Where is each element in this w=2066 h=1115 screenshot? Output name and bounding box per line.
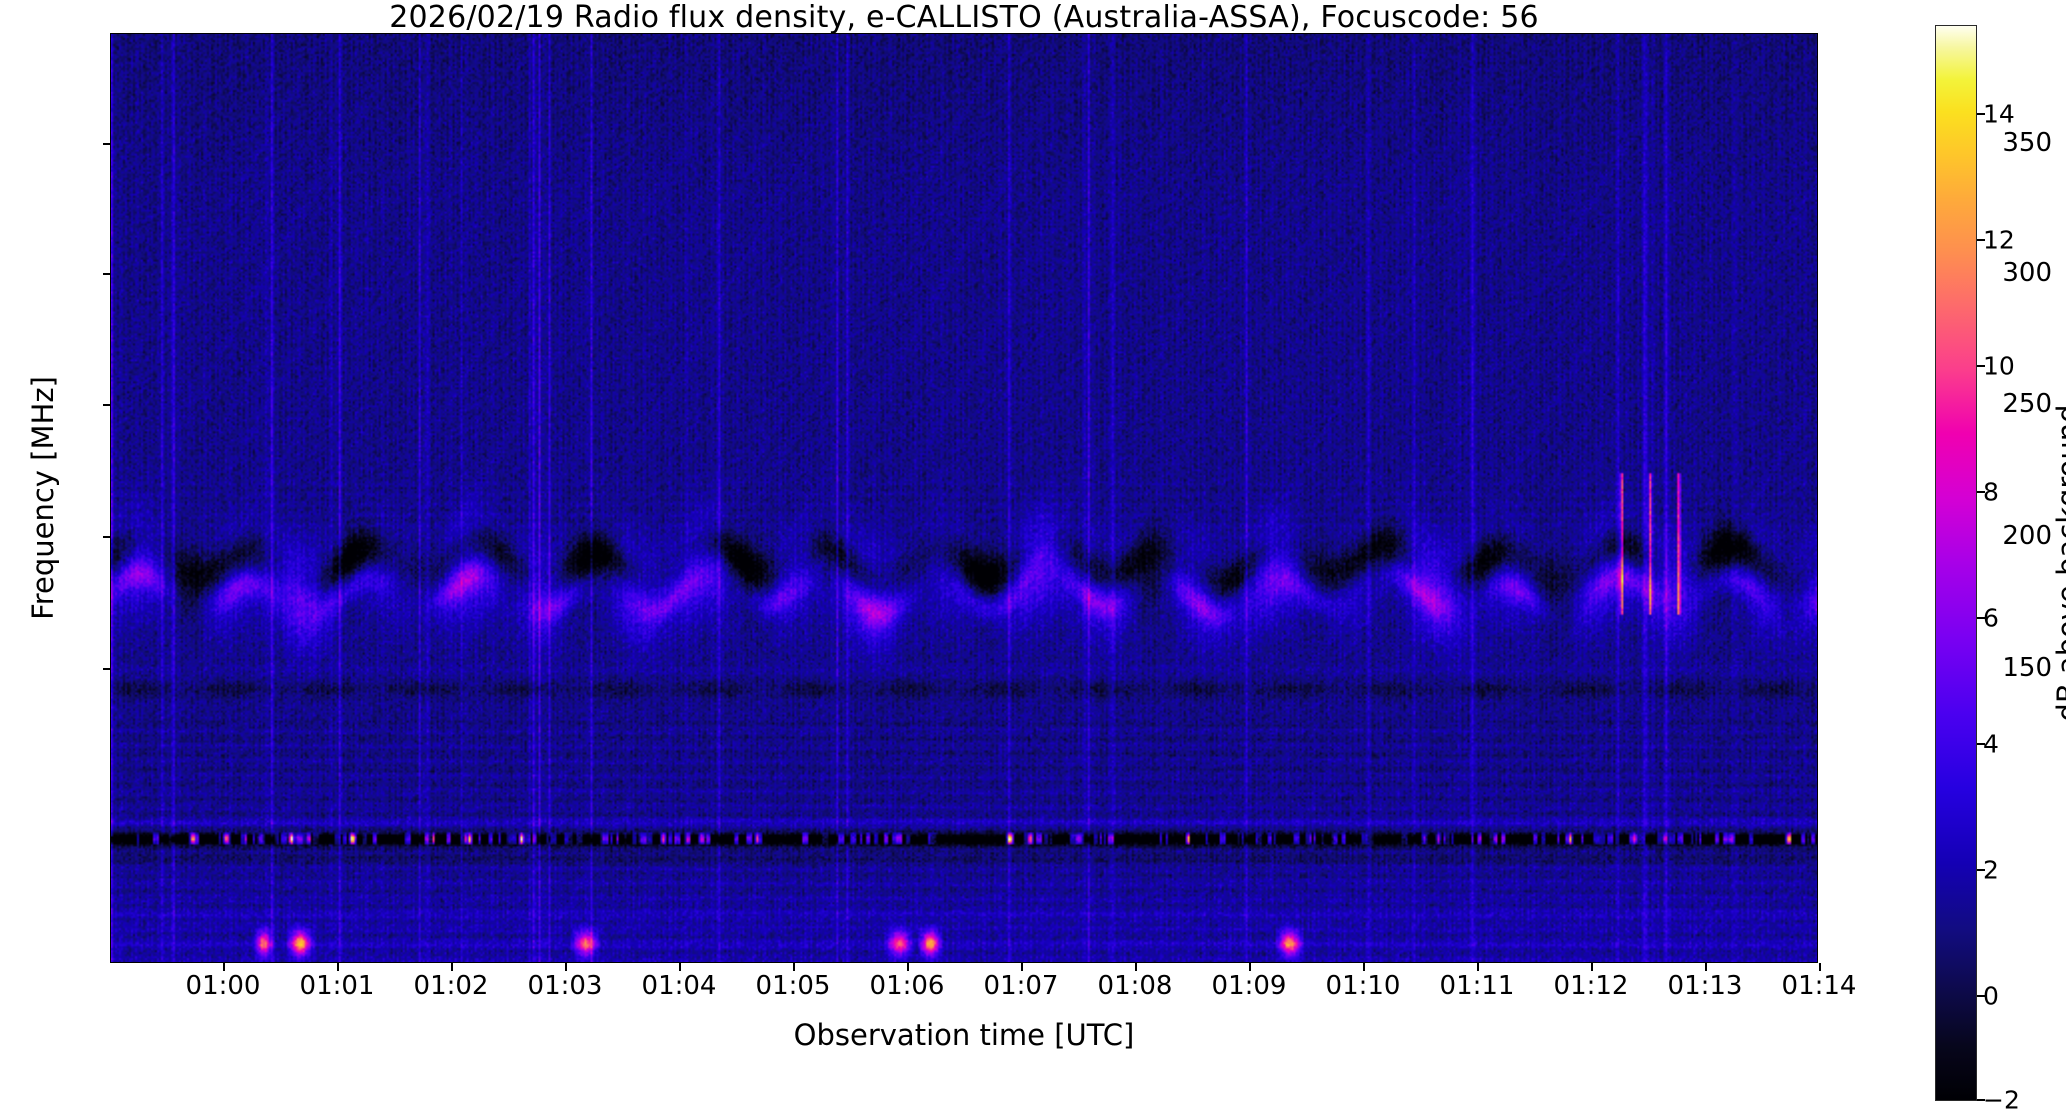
y-tick-mark — [103, 668, 111, 670]
x-tick-mark — [565, 963, 567, 971]
x-tick-label: 01:00 — [185, 971, 261, 1001]
spectrogram-plot-area[interactable] — [110, 33, 1818, 963]
x-tick-label: 01:12 — [1553, 971, 1629, 1001]
colorbar-tick-mark — [1977, 995, 1985, 997]
x-tick-mark — [1363, 963, 1365, 971]
x-tick-label: 01:02 — [413, 971, 489, 1001]
x-tick-mark — [679, 963, 681, 971]
y-tick-label: 350 — [2002, 128, 2052, 158]
x-tick-label: 01:06 — [869, 971, 945, 1001]
colorbar-gradient — [1935, 25, 1977, 1101]
y-axis-label: Frequency [MHz] — [26, 376, 60, 620]
colorbar-tick-label: 10 — [1983, 351, 2015, 381]
colorbar — [1935, 25, 1977, 1101]
x-tick-mark — [1249, 963, 1251, 971]
y-tick-mark — [103, 536, 111, 538]
x-tick-label: 01:14 — [1781, 971, 1857, 1001]
x-tick-mark — [1705, 963, 1707, 971]
colorbar-tick-mark — [1977, 365, 1985, 367]
x-tick-mark — [907, 963, 909, 971]
x-tick-label: 01:01 — [299, 971, 375, 1001]
x-tick-label: 01:07 — [983, 971, 1059, 1001]
y-tick-mark — [103, 273, 111, 275]
colorbar-tick-mark — [1977, 869, 1985, 871]
colorbar-tick-mark — [1977, 113, 1985, 115]
y-tick-label: 300 — [2002, 258, 2052, 288]
y-tick-mark — [103, 404, 111, 406]
x-tick-label: 01:13 — [1667, 971, 1743, 1001]
colorbar-tick-label: 6 — [1983, 603, 1999, 633]
x-tick-mark — [451, 963, 453, 971]
y-tick-label: 250 — [2002, 389, 2052, 419]
x-tick-mark — [1819, 963, 1821, 971]
page-title: 2026/02/19 Radio flux density, e-CALLIST… — [389, 0, 1539, 35]
x-tick-mark — [337, 963, 339, 971]
colorbar-tick-mark — [1977, 491, 1985, 493]
y-tick-label: 200 — [2002, 521, 2052, 551]
colorbar-tick-label: 14 — [1983, 99, 2015, 129]
x-tick-mark — [1135, 963, 1137, 971]
colorbar-label: dB above background — [2051, 404, 2066, 722]
colorbar-tick-label: −2 — [1983, 1085, 2020, 1115]
x-tick-label: 01:11 — [1439, 971, 1515, 1001]
colorbar-tick-label: 2 — [1983, 855, 1999, 885]
x-tick-mark — [1591, 963, 1593, 971]
x-tick-label: 01:05 — [755, 971, 831, 1001]
y-tick-label: 150 — [2002, 653, 2052, 683]
colorbar-tick-label: 12 — [1983, 225, 2015, 255]
colorbar-tick-mark — [1977, 743, 1985, 745]
spectrogram-image — [111, 34, 1817, 962]
x-tick-label: 01:04 — [641, 971, 717, 1001]
spectrogram-canvas — [111, 34, 1817, 962]
colorbar-tick-label: 0 — [1983, 981, 1999, 1011]
y-tick-mark — [103, 143, 111, 145]
x-tick-mark — [793, 963, 795, 971]
x-tick-label: 01:08 — [1097, 971, 1173, 1001]
x-tick-label: 01:09 — [1211, 971, 1287, 1001]
colorbar-tick-mark — [1977, 617, 1985, 619]
x-tick-mark — [1021, 963, 1023, 971]
colorbar-tick-mark — [1977, 1099, 1985, 1101]
x-tick-mark — [1477, 963, 1479, 971]
x-tick-mark — [223, 963, 225, 971]
x-tick-label: 01:10 — [1325, 971, 1401, 1001]
colorbar-tick-label: 4 — [1983, 729, 1999, 759]
x-tick-label: 01:03 — [527, 971, 603, 1001]
colorbar-tick-mark — [1977, 239, 1985, 241]
x-axis-label: Observation time [UTC] — [793, 1018, 1135, 1052]
colorbar-tick-label: 8 — [1983, 477, 1999, 507]
